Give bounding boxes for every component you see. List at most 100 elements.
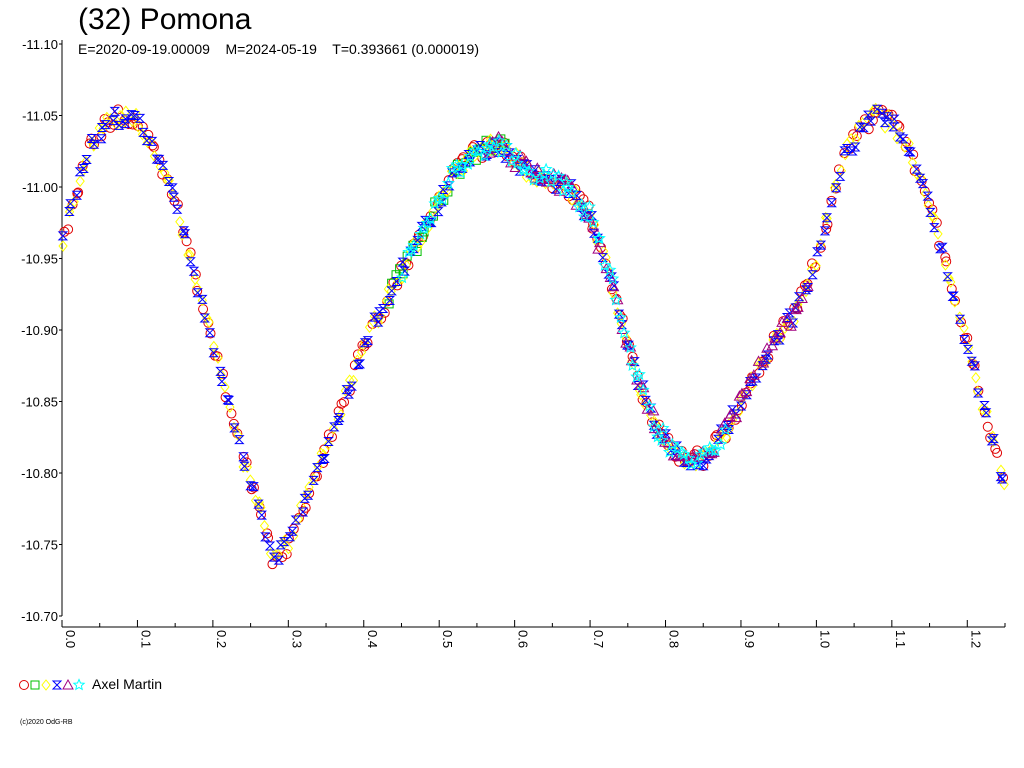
data-point	[929, 223, 940, 233]
data-point	[607, 280, 620, 292]
data-point	[209, 340, 219, 353]
data-point	[582, 200, 596, 213]
data-point	[647, 419, 661, 433]
data-point	[740, 385, 753, 397]
data-point	[977, 403, 987, 416]
data-point	[397, 272, 408, 285]
data-point	[898, 134, 909, 144]
data-point	[153, 154, 165, 164]
data-point	[100, 120, 111, 130]
data-point	[719, 422, 732, 436]
data-point	[126, 110, 137, 120]
data-point	[630, 370, 644, 383]
data-point	[216, 376, 228, 386]
chart-subtitle: E=2020-09-19.00009 M=2024-05-19 T=0.3936…	[78, 41, 479, 57]
data-point	[505, 154, 518, 167]
data-point	[407, 238, 421, 251]
data-point	[979, 401, 990, 411]
data-point	[352, 349, 363, 360]
data-point	[433, 207, 444, 217]
data-point	[78, 164, 89, 174]
data-point	[969, 361, 981, 371]
data-point	[966, 356, 977, 366]
legend-marker-circle	[19, 680, 29, 690]
data-point	[907, 156, 918, 169]
data-point	[163, 177, 175, 187]
chart-title: (32) Pomona	[78, 3, 252, 36]
data-point	[575, 197, 589, 211]
data-point	[609, 293, 623, 306]
data-point	[894, 132, 906, 142]
data-point	[865, 116, 876, 126]
data-point	[577, 209, 591, 223]
y-tick-label: -10.80	[21, 466, 58, 481]
data-point	[684, 457, 698, 470]
data-point	[454, 165, 468, 179]
legend-marker-diamond	[41, 679, 51, 691]
x-tick-label: 0.0	[63, 630, 78, 648]
data-point	[821, 213, 833, 223]
data-point	[841, 144, 853, 154]
data-point	[138, 127, 149, 137]
y-tick-label: -10.85	[21, 395, 58, 410]
data-point	[614, 310, 628, 324]
data-point	[735, 401, 747, 411]
data-point	[544, 173, 557, 184]
data-point	[774, 326, 786, 338]
data-point	[648, 422, 661, 434]
data-point	[556, 184, 570, 197]
y-tick-label: -10.75	[21, 538, 58, 553]
data-point	[934, 240, 945, 251]
data-point	[348, 374, 359, 387]
data-point	[260, 532, 271, 542]
data-point	[857, 117, 868, 129]
data-point	[108, 116, 119, 126]
data-point	[917, 179, 929, 189]
data-point	[428, 196, 442, 210]
data-point	[179, 229, 191, 239]
data-point	[377, 304, 389, 314]
data-point	[807, 270, 818, 280]
data-point	[671, 449, 684, 461]
y-tick-label: -11.00	[22, 180, 58, 195]
data-point	[275, 540, 286, 550]
data-point	[96, 134, 107, 144]
data-point	[927, 210, 937, 222]
data-point	[940, 252, 951, 263]
data-point	[925, 207, 936, 217]
data-point	[204, 316, 214, 328]
data-point	[128, 113, 139, 124]
data-point	[948, 291, 959, 301]
data-point	[445, 161, 459, 174]
data-point	[530, 165, 541, 175]
data-point	[571, 191, 583, 201]
data-point	[197, 294, 208, 304]
data-point	[188, 266, 200, 276]
x-tick-label: 0.6	[516, 630, 531, 648]
data-point	[592, 243, 604, 254]
data-point	[552, 169, 566, 182]
data-point	[561, 180, 575, 193]
x-tick-label: 0.3	[289, 630, 304, 648]
data-point	[253, 499, 264, 509]
data-point	[120, 114, 131, 124]
data-point	[178, 226, 190, 236]
data-point	[441, 176, 455, 189]
data-point	[710, 431, 721, 442]
data-point	[919, 186, 930, 197]
data-point	[721, 431, 732, 444]
data-point	[317, 454, 328, 464]
data-point	[682, 451, 696, 465]
legend-marker-hourglass	[51, 680, 63, 690]
data-point	[959, 322, 969, 334]
y-tick-label: -10.90	[21, 323, 58, 338]
data-point	[233, 429, 243, 441]
data-point	[167, 183, 178, 193]
data-point	[922, 191, 933, 201]
x-tick-label: 0.5	[440, 630, 455, 648]
data-point	[239, 461, 250, 471]
data-point	[109, 106, 121, 116]
data-point	[202, 312, 212, 324]
data-point	[937, 242, 948, 252]
data-point	[492, 133, 506, 147]
